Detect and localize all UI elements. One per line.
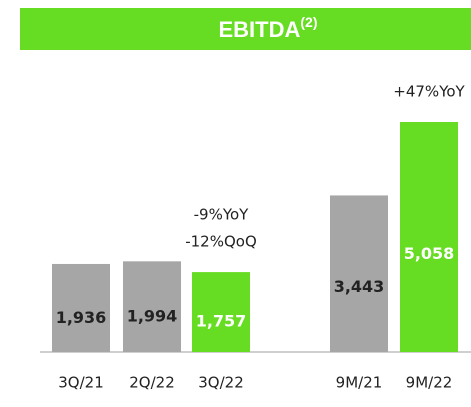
value-label: 1,757 (196, 312, 247, 331)
value-label: 1,994 (127, 307, 178, 326)
bar (52, 263, 110, 352)
x-tick-label: 2Q/22 (129, 374, 175, 392)
annotation: +47%YoY (393, 83, 465, 101)
bar (123, 261, 181, 352)
value-label: 1,936 (56, 308, 107, 327)
value-label: 5,058 (404, 244, 455, 263)
bar (192, 272, 250, 352)
annotation: -12%QoQ (185, 233, 257, 251)
annotation: -9%YoY (194, 206, 250, 224)
x-tick-label: 9M/22 (406, 374, 453, 392)
value-label: 3,443 (334, 277, 385, 296)
bar (330, 195, 388, 352)
x-tick-label: 3Q/22 (198, 374, 244, 392)
x-tick-label: 3Q/21 (58, 374, 104, 392)
chart-title: EBITDA(2) (218, 14, 317, 42)
bar (400, 122, 458, 352)
title-superscript: (2) (300, 14, 317, 30)
title-band (20, 8, 471, 50)
x-tick-label: 9M/21 (336, 374, 383, 392)
title-text: EBITDA (218, 17, 300, 42)
